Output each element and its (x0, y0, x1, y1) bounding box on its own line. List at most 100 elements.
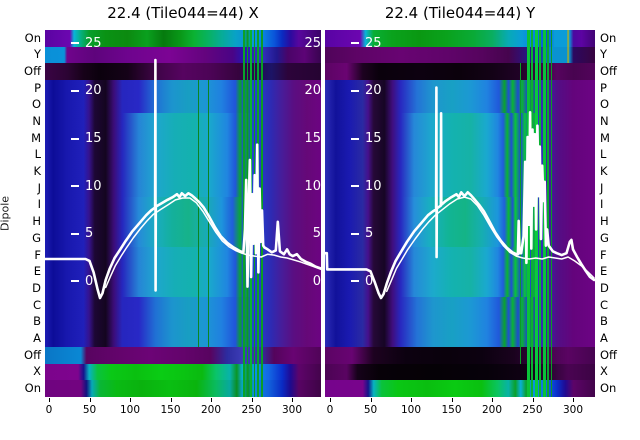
inset-tick-left-15: 15 (351, 130, 382, 147)
x-tick-label-300: 300 (562, 404, 584, 416)
inset-tick-value: 25 (365, 35, 382, 51)
dipole-row-label: N (600, 114, 609, 129)
inset-tick-dash (71, 280, 79, 283)
dipole-row-label: C (600, 297, 609, 312)
inset-tick-dash (71, 185, 79, 188)
dipole-row-label: On (24, 381, 41, 396)
heatmap-row-k-8 (45, 163, 321, 181)
inset-tick-dash (351, 185, 359, 188)
heatmap-row-o-4 (45, 96, 321, 114)
inset-tick-value: 5 (365, 226, 374, 242)
inset-tick-right-15: 15 (304, 131, 321, 146)
dipole-row-label: H (600, 214, 609, 229)
inset-tick-value: 15 (365, 131, 382, 146)
heatmap-panel-y: 25 20 15 10 5 0 (325, 30, 595, 397)
dipole-row-label: Off (24, 63, 41, 78)
inset-tick-value: 20 (365, 83, 382, 99)
dipole-row-label: Y (600, 47, 608, 62)
heatmap-row-p-3 (45, 80, 321, 97)
inset-tick-left-5: 5 (71, 225, 93, 242)
inset-tick-left-10: 10 (351, 178, 382, 195)
dipole-row-label: On (600, 381, 617, 396)
heatmap-row-n-5 (45, 113, 321, 131)
overlay-trace-secondary (385, 196, 595, 293)
heatmap-row-off-2 (45, 63, 321, 81)
dipole-row-label: D (32, 280, 41, 295)
dipole-row-label: H (32, 214, 41, 229)
inset-tick-value: 10 (85, 178, 102, 194)
dipole-row-label: L (34, 147, 41, 162)
green-vline (551, 30, 552, 397)
heatmap-row-a-18 (45, 330, 321, 348)
dipole-row-label: P (34, 80, 41, 95)
x-tick-250 (532, 398, 534, 402)
dipole-row-label: J (37, 180, 41, 195)
inset-tick-value: 0 (365, 273, 374, 289)
dipole-labels-left: On Y Off P O N M L K J I H G F E D C B A Off X On (0, 30, 41, 397)
inset-tick-value: 20 (85, 83, 102, 99)
dipole-row-label: Off (600, 347, 617, 362)
dipole-row-label: F (34, 247, 41, 262)
dipole-row-label: O (31, 97, 41, 112)
x-tick-150 (170, 398, 172, 402)
dipole-row-label: G (600, 230, 609, 245)
dipole-row-label: A (600, 330, 608, 345)
right-panel-title: 22.4 (Tile044=44) Y (384, 4, 536, 22)
dipole-row-label: Off (600, 63, 617, 78)
x-tick-100 (411, 398, 412, 402)
x-tick-label-300: 300 (281, 404, 303, 416)
x-tick-50 (89, 398, 91, 402)
inset-tick-dash (351, 232, 359, 235)
dipole-row-label: D (600, 280, 609, 295)
dipole-row-label: X (33, 364, 41, 379)
x-tick-label-150: 150 (441, 404, 462, 416)
dipole-row-label: O (600, 97, 610, 112)
inset-tick-dash (71, 42, 79, 45)
green-vline (198, 80, 199, 347)
inset-tick-left-25: 25 (71, 35, 102, 52)
left-panel-title: 22.4 (Tile044=44) X (107, 4, 259, 22)
dipole-row-label: K (600, 164, 608, 179)
overlay-trace-secondary (104, 197, 321, 289)
x-tick-label-100: 100 (400, 404, 422, 416)
heatmap-row-b-17 (45, 313, 321, 331)
x-tick-150 (451, 398, 453, 402)
x-axis-right: 0 50 100 150 200 250 300 (325, 397, 595, 423)
x-tick-250 (251, 398, 253, 402)
x-tick-label-0: 0 (45, 404, 53, 416)
green-vline (547, 30, 549, 397)
inset-tick-value: 10 (365, 178, 382, 194)
overlay-line-svg (45, 58, 321, 300)
green-vline (243, 30, 245, 397)
dipole-row-label: Off (24, 347, 41, 362)
x-tick-300 (573, 398, 574, 402)
overlay-line-svg (325, 86, 595, 300)
dipole-row-label: M (31, 130, 41, 145)
inset-tick-dash (351, 137, 359, 140)
dipole-row-label: C (32, 297, 41, 312)
dipole-row-label: I (37, 197, 41, 212)
heatmap-row-on-0 (45, 30, 321, 47)
inset-tick-dash (351, 89, 359, 92)
heatmap-row-on-21 (45, 380, 321, 397)
heatmap-row-l-7 (45, 146, 321, 164)
x-tick-200 (492, 398, 493, 402)
dipole-row-label: Y (33, 47, 41, 62)
x-tick-0 (49, 398, 50, 402)
inset-tick-dash (71, 137, 79, 140)
overlay-trace-main (325, 86, 595, 300)
inset-tick-left-0: 0 (351, 273, 373, 290)
x-tick-200 (211, 398, 212, 402)
inset-tick-right-0: 0 (312, 273, 321, 289)
dipole-row-label: P (600, 80, 607, 95)
inset-tick-dash (71, 232, 79, 235)
inset-tick-dash (351, 280, 359, 283)
x-tick-label-50: 50 (363, 404, 378, 416)
inset-tick-value: 15 (85, 131, 102, 146)
dipole-row-label: E (33, 264, 41, 279)
dipole-row-label: K (33, 164, 41, 179)
inset-tick-value: 25 (85, 35, 102, 51)
x-tick-300 (292, 398, 293, 402)
green-vline (520, 63, 521, 364)
